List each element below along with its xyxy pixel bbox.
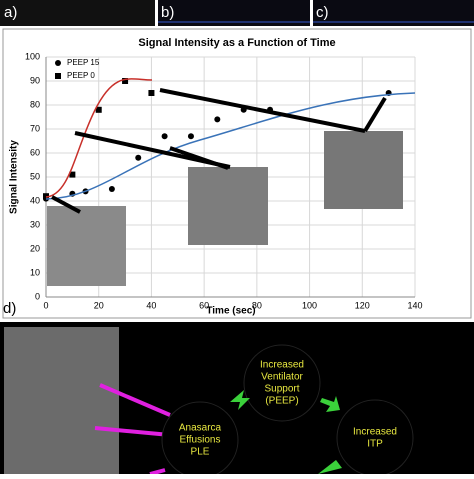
x-tick-label: 140 bbox=[407, 300, 422, 310]
arrow bbox=[149, 468, 166, 476]
ultrasound-strip: a) b) c) bbox=[0, 0, 474, 26]
x-tick-label: 60 bbox=[199, 300, 209, 310]
y-tick-label: 70 bbox=[30, 123, 40, 133]
green-arrow bbox=[318, 460, 342, 474]
y-tick-label: 100 bbox=[25, 51, 40, 61]
legend-marker bbox=[55, 60, 61, 66]
node-label: (PEEP) bbox=[265, 396, 298, 407]
arrow bbox=[159, 88, 366, 133]
node-label: Ventilator bbox=[261, 372, 303, 383]
marker bbox=[95, 106, 102, 113]
angiogram bbox=[188, 167, 268, 245]
green-arrow bbox=[320, 396, 340, 412]
y-tick-label: 30 bbox=[30, 219, 40, 229]
marker bbox=[187, 133, 194, 140]
y-tick-label: 80 bbox=[30, 99, 40, 109]
y-tick-label: 90 bbox=[30, 75, 40, 85]
node-label: ITP bbox=[367, 439, 383, 450]
x-tick-label: 120 bbox=[355, 300, 370, 310]
green-arrow bbox=[230, 390, 250, 410]
x-tick-label: 80 bbox=[252, 300, 262, 310]
marker bbox=[214, 116, 221, 123]
node-label: Support bbox=[264, 384, 299, 395]
fit-curve bbox=[45, 78, 153, 198]
x-tick-label: 20 bbox=[94, 300, 104, 310]
arrow bbox=[94, 426, 171, 437]
marker bbox=[148, 90, 155, 96]
angiogram bbox=[47, 206, 126, 286]
node-labels: AnasarcaEffusionsPLEIncreasedVentilatorS… bbox=[179, 360, 397, 458]
panel-label: a) bbox=[4, 4, 17, 21]
arrow bbox=[169, 146, 229, 170]
y-tick-label: 40 bbox=[30, 195, 40, 205]
mri bbox=[4, 327, 119, 474]
panel-label: b) bbox=[161, 4, 174, 21]
x-tick-label: 40 bbox=[146, 300, 156, 310]
legend-label: PEEP 0 bbox=[67, 71, 95, 80]
node-label: Increased bbox=[353, 427, 397, 438]
insets bbox=[47, 88, 403, 286]
y-tick-label: 50 bbox=[30, 171, 40, 181]
x-tick-label: 100 bbox=[302, 300, 317, 310]
magenta-arrows bbox=[94, 383, 171, 476]
node bbox=[243, 344, 321, 422]
image-a bbox=[0, 0, 155, 26]
x-axis-label: Time (sec) bbox=[206, 306, 255, 317]
x-tick-label: 0 bbox=[43, 300, 48, 310]
chart-title: Signal Intensity as a Function of Time bbox=[138, 37, 335, 49]
node-label: Anasarca bbox=[179, 423, 222, 434]
arrow bbox=[363, 96, 387, 133]
fit-curve bbox=[45, 92, 416, 200]
marker bbox=[108, 186, 115, 192]
y-tick-label: 60 bbox=[30, 147, 40, 157]
node-label: Effusions bbox=[180, 435, 221, 446]
y-tick-label: 10 bbox=[30, 267, 40, 277]
legend-label: PEEP 15 bbox=[67, 58, 100, 67]
arrow bbox=[99, 383, 171, 417]
marker bbox=[69, 171, 76, 178]
marker bbox=[43, 193, 49, 200]
panel-label: d) bbox=[3, 300, 16, 317]
y-axis-label: Signal Intensity bbox=[9, 140, 20, 214]
arrow bbox=[51, 195, 81, 214]
marker bbox=[161, 133, 168, 140]
angiogram bbox=[324, 131, 403, 209]
panel-label: c) bbox=[316, 4, 329, 21]
y-tick-label: 20 bbox=[30, 243, 40, 253]
y-tick-label: 0 bbox=[35, 291, 40, 301]
node-label: Increased bbox=[260, 360, 304, 371]
legend-marker bbox=[55, 73, 61, 79]
marker bbox=[122, 78, 129, 84]
node-label: PLE bbox=[191, 447, 210, 458]
marker bbox=[135, 154, 142, 161]
